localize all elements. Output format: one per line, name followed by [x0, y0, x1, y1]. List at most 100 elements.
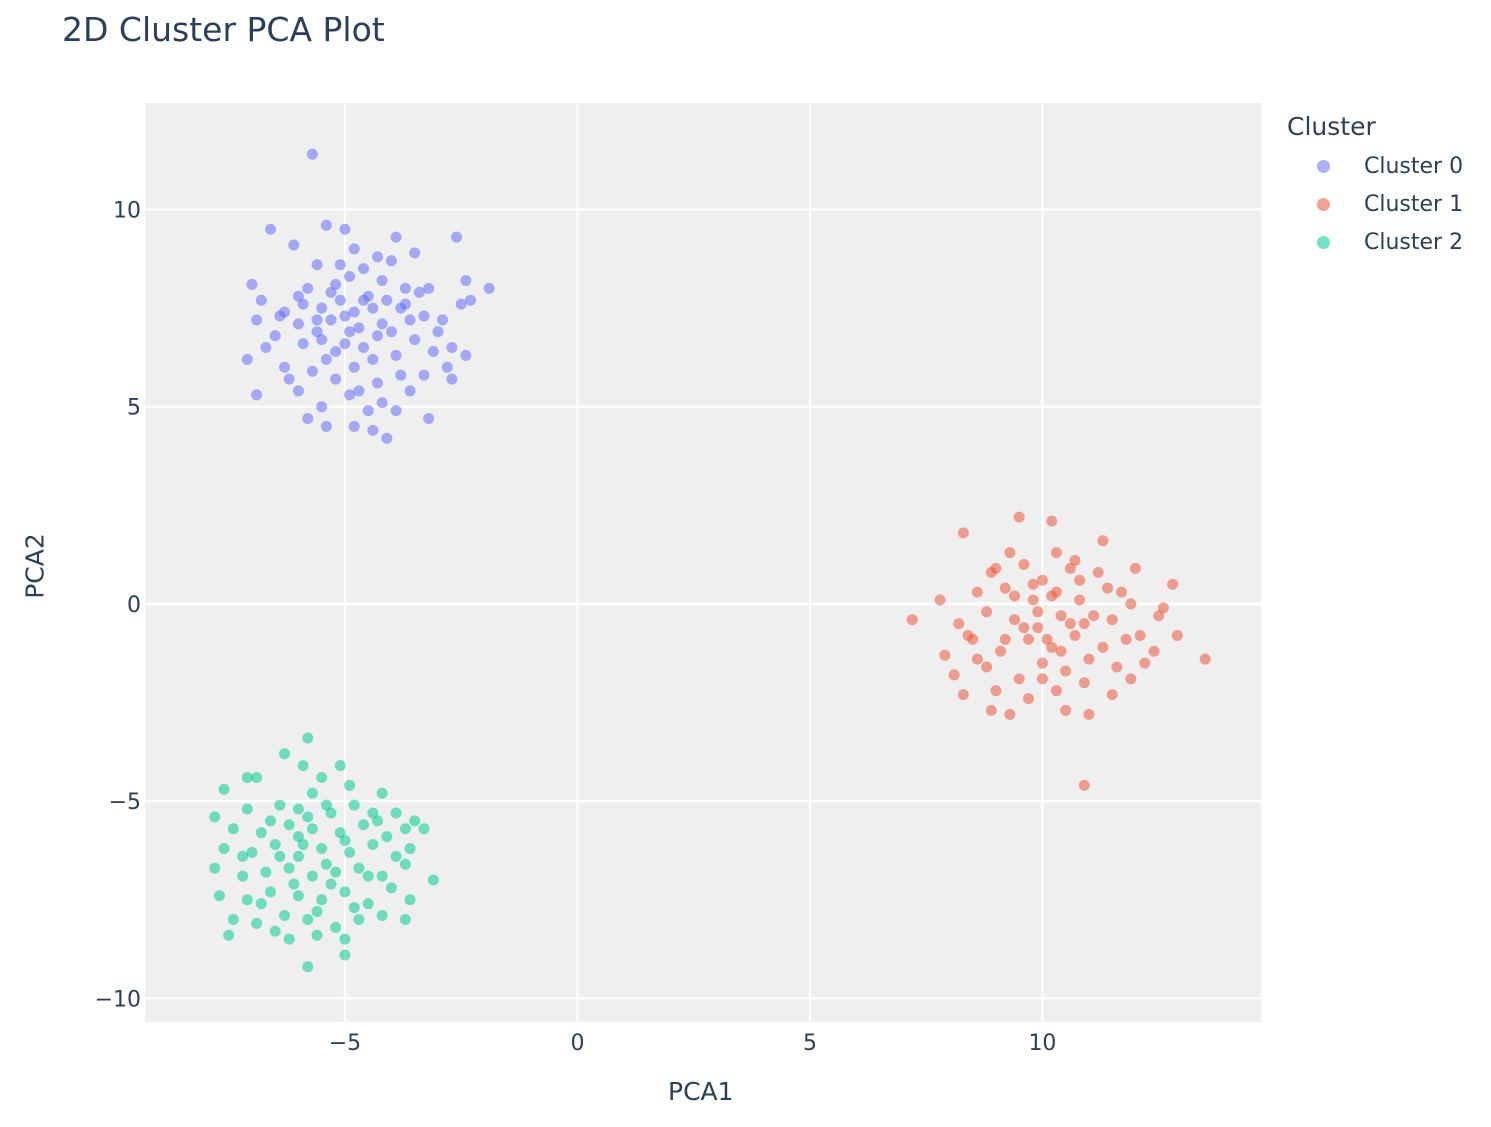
data-point[interactable] — [302, 282, 314, 294]
data-point[interactable] — [344, 326, 356, 338]
data-point[interactable] — [227, 913, 239, 925]
data-point[interactable] — [957, 527, 969, 539]
data-point[interactable] — [372, 251, 383, 263]
data-point[interactable] — [1004, 708, 1016, 720]
data-point[interactable] — [334, 294, 346, 306]
data-point[interactable] — [237, 850, 249, 862]
data-point[interactable] — [325, 286, 337, 298]
data-point[interactable] — [1046, 515, 1058, 527]
data-point[interactable] — [348, 243, 360, 255]
data-point[interactable] — [413, 286, 425, 298]
data-point[interactable] — [981, 661, 993, 673]
data-point[interactable] — [362, 405, 374, 417]
data-point[interactable] — [251, 917, 263, 929]
data-point[interactable] — [348, 799, 360, 811]
data-point[interactable] — [1060, 704, 1072, 716]
data-point[interactable] — [339, 949, 351, 961]
data-point[interactable] — [316, 302, 328, 314]
data-point[interactable] — [990, 562, 1002, 574]
data-point[interactable] — [292, 850, 304, 862]
data-point[interactable] — [241, 803, 253, 815]
data-point[interactable] — [251, 314, 263, 326]
data-point[interactable] — [981, 606, 993, 618]
data-point[interactable] — [995, 645, 1007, 657]
data-point[interactable] — [255, 294, 267, 306]
data-point[interactable] — [255, 898, 267, 910]
data-point[interactable] — [265, 815, 277, 827]
data-point[interactable] — [381, 831, 393, 843]
data-point[interactable] — [344, 389, 356, 401]
data-point[interactable] — [353, 385, 365, 397]
data-point[interactable] — [339, 338, 351, 350]
data-point[interactable] — [306, 823, 318, 835]
data-point[interactable] — [302, 413, 314, 425]
data-point[interactable] — [376, 910, 388, 922]
data-point[interactable] — [1013, 673, 1025, 685]
data-point[interactable] — [1111, 661, 1123, 673]
data-point[interactable] — [390, 349, 402, 361]
data-point[interactable] — [381, 294, 393, 306]
data-point[interactable] — [1102, 582, 1114, 594]
data-point[interactable] — [320, 858, 332, 870]
data-point[interactable] — [334, 259, 346, 271]
data-point[interactable] — [409, 247, 421, 259]
data-point[interactable] — [376, 787, 388, 799]
data-point[interactable] — [418, 823, 430, 835]
data-point[interactable] — [985, 704, 997, 716]
data-point[interactable] — [1125, 673, 1137, 685]
data-point[interactable] — [962, 629, 974, 641]
data-point[interactable] — [1060, 665, 1072, 677]
data-point[interactable] — [246, 846, 258, 858]
data-point[interactable] — [292, 318, 304, 330]
data-point[interactable] — [1018, 558, 1030, 570]
data-point[interactable] — [1055, 610, 1067, 622]
data-point[interactable] — [353, 862, 365, 874]
data-point[interactable] — [320, 219, 332, 231]
data-point[interactable] — [399, 913, 411, 925]
data-point[interactable] — [269, 330, 281, 342]
data-point[interactable] — [265, 886, 277, 898]
data-point[interactable] — [306, 365, 318, 377]
data-point[interactable] — [1120, 633, 1132, 645]
data-point[interactable] — [209, 862, 221, 874]
data-point[interactable] — [385, 882, 397, 894]
data-point[interactable] — [451, 231, 463, 243]
data-point[interactable] — [385, 326, 397, 338]
data-point[interactable] — [311, 259, 323, 271]
data-point[interactable] — [251, 771, 263, 783]
data-point[interactable] — [269, 839, 281, 851]
data-point[interactable] — [1046, 590, 1058, 602]
data-point[interactable] — [427, 874, 439, 886]
data-point[interactable] — [241, 353, 253, 365]
data-point[interactable] — [269, 925, 281, 937]
data-point[interactable] — [353, 913, 365, 925]
data-point[interactable] — [260, 342, 272, 354]
data-point[interactable] — [283, 933, 295, 945]
data-point[interactable] — [302, 732, 314, 744]
data-point[interactable] — [418, 369, 430, 381]
data-point[interactable] — [279, 361, 290, 373]
data-point[interactable] — [367, 353, 379, 365]
data-point[interactable] — [218, 783, 230, 795]
data-point[interactable] — [311, 906, 323, 918]
data-point[interactable] — [288, 878, 300, 890]
data-point[interactable] — [1050, 685, 1062, 697]
data-point[interactable] — [1036, 657, 1048, 669]
data-point[interactable] — [385, 255, 397, 267]
data-point[interactable] — [320, 420, 332, 432]
data-point[interactable] — [209, 811, 221, 823]
data-point[interactable] — [1106, 689, 1118, 701]
data-point[interactable] — [465, 294, 476, 306]
data-point[interactable] — [906, 614, 918, 626]
data-point[interactable] — [334, 760, 346, 772]
data-point[interactable] — [971, 653, 983, 665]
data-point[interactable] — [292, 385, 304, 397]
data-point[interactable] — [460, 349, 472, 361]
data-point[interactable] — [1106, 614, 1118, 626]
data-point[interactable] — [339, 835, 351, 847]
data-point[interactable] — [1069, 555, 1081, 567]
data-point[interactable] — [353, 322, 365, 334]
data-point[interactable] — [1092, 566, 1104, 578]
data-point[interactable] — [1088, 610, 1100, 622]
data-point[interactable] — [348, 361, 360, 373]
